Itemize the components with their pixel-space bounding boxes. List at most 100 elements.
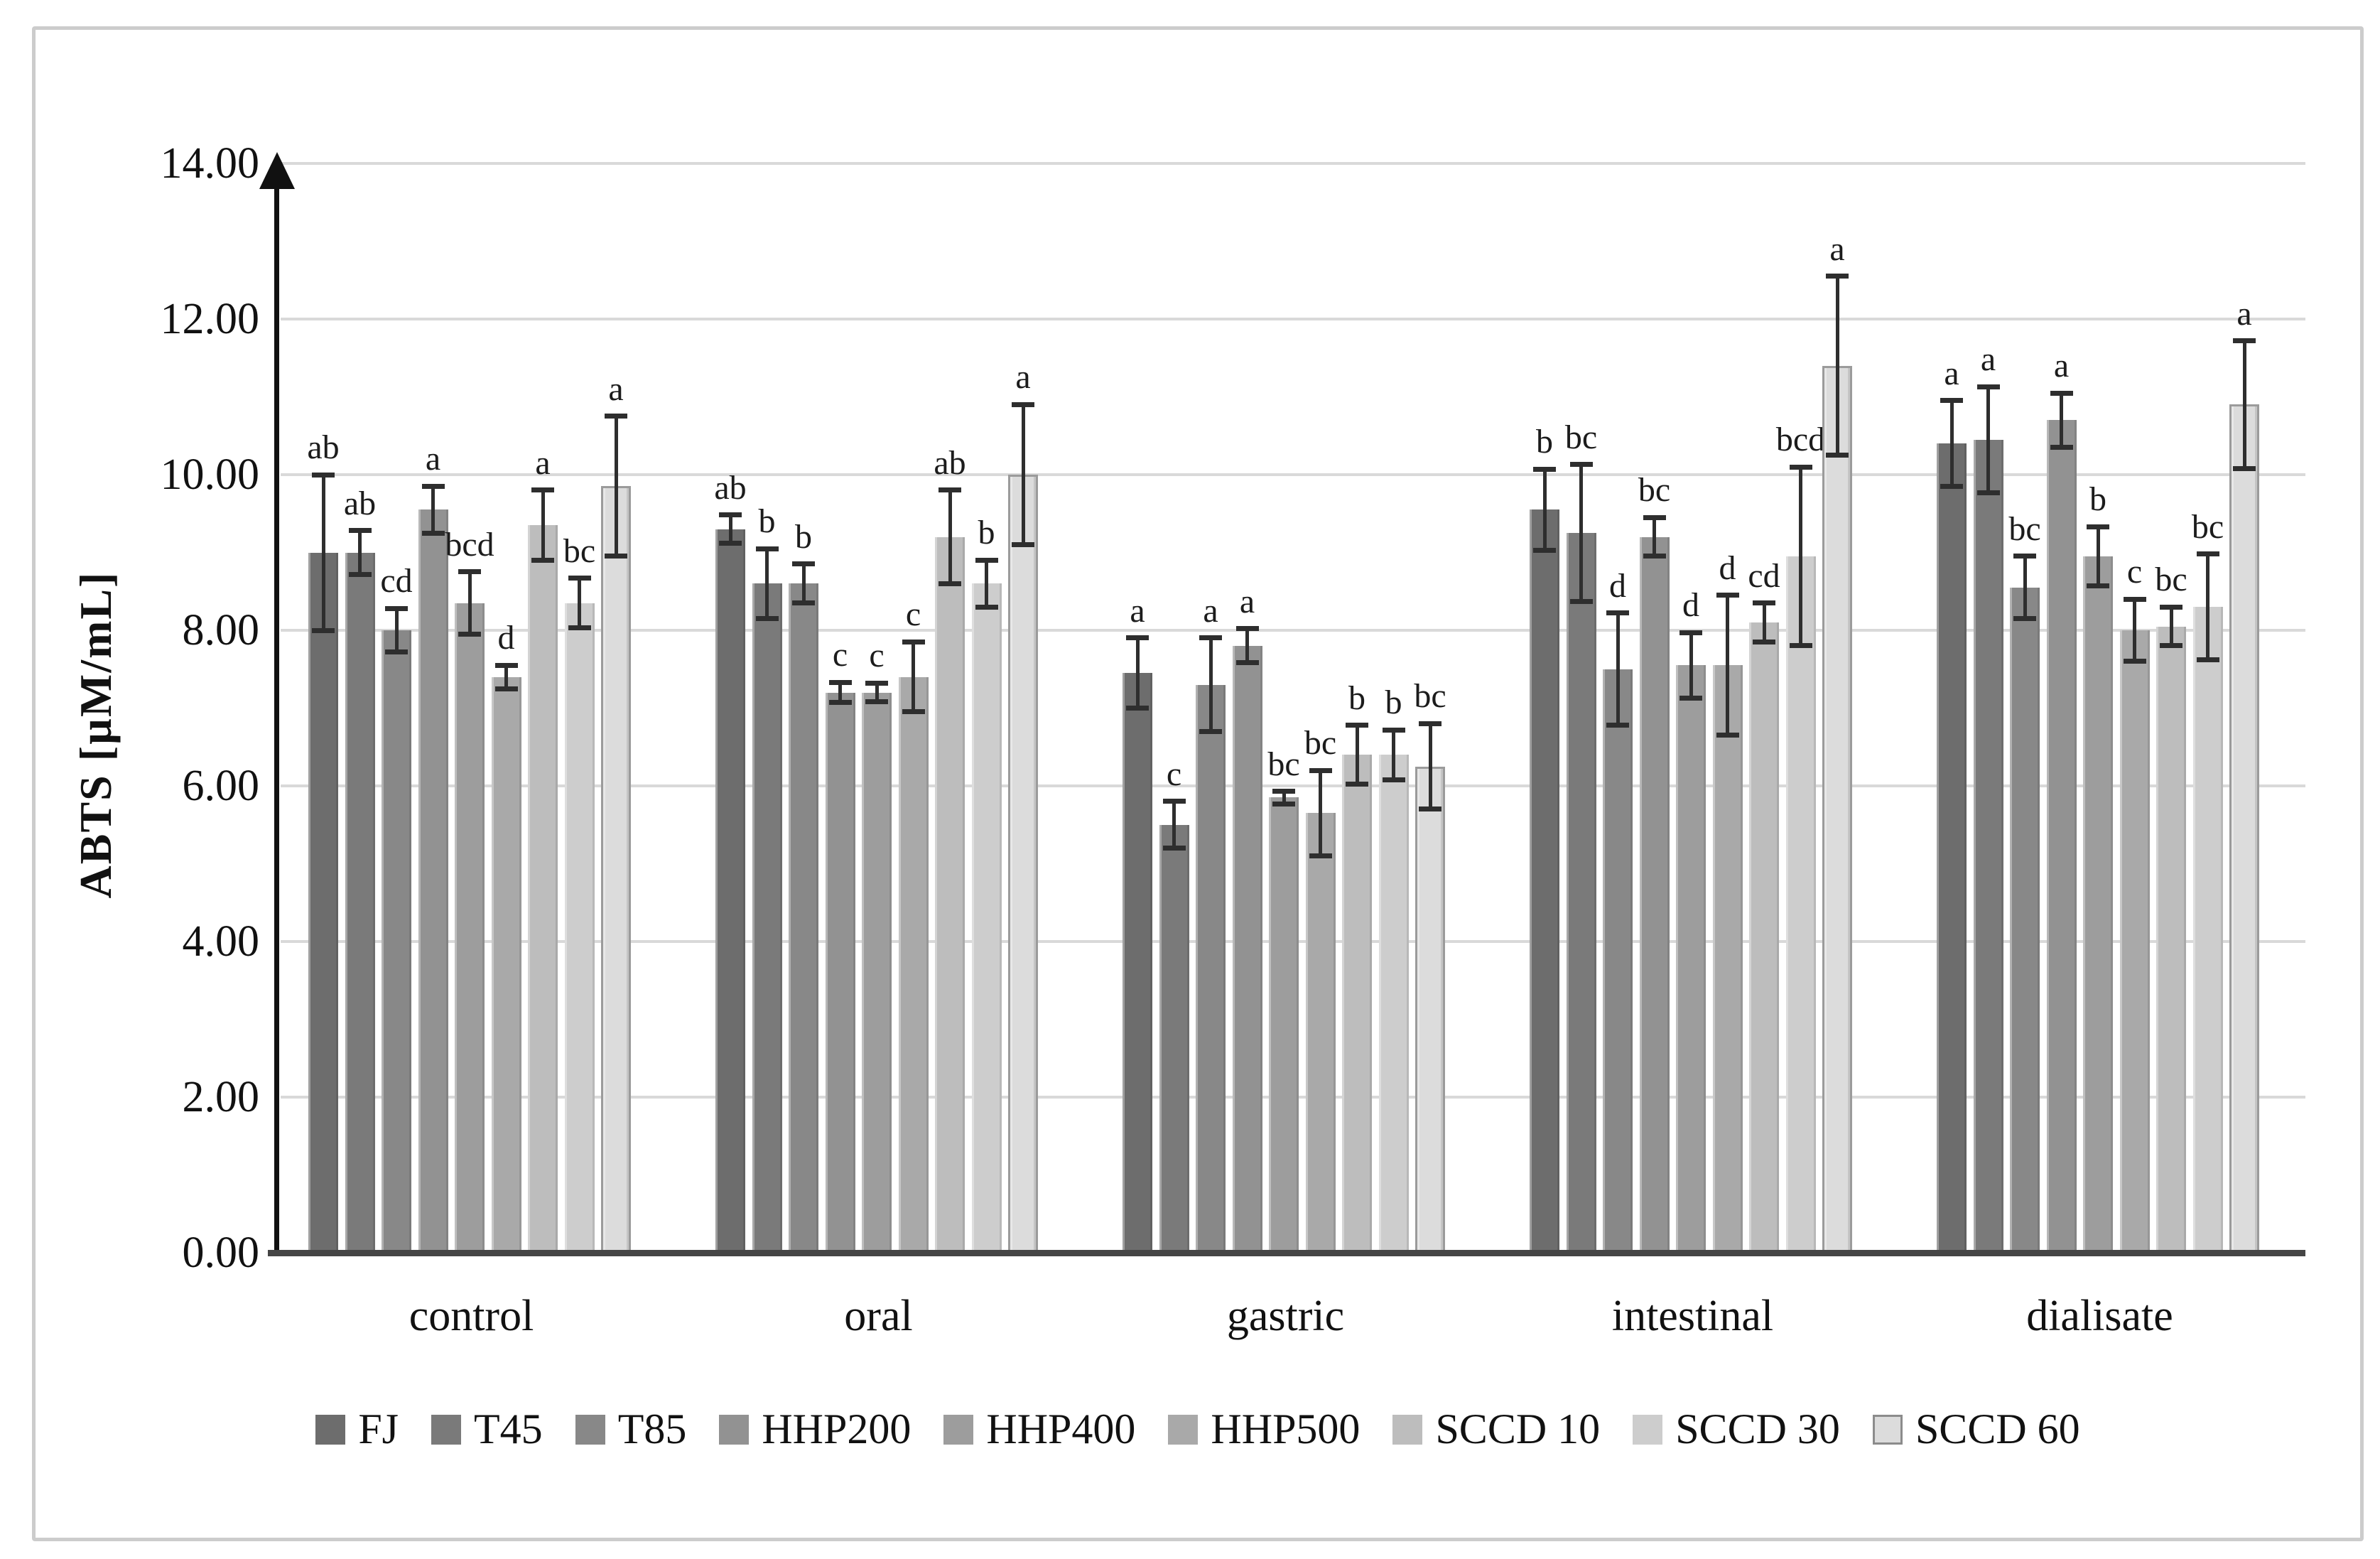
error-bar-cap: [1606, 610, 1629, 616]
error-bar-cap: [755, 546, 779, 551]
sig-letter-HHP200-intestinal: bc: [1638, 471, 1671, 509]
error-bar: [1762, 603, 1766, 642]
sig-letter-SCCD30-gastric: b: [1385, 684, 1402, 722]
error-bar-cap: [792, 600, 815, 606]
error-bar-cap: [2233, 338, 2256, 344]
legend-label: FJ: [358, 1406, 399, 1452]
error-bar: [838, 682, 842, 703]
chart-figure: ABTS [µM/mL] 0.00 2.00 4.00 6.00 8.00 10.00 12…: [32, 26, 2364, 1541]
error-bar-cap: [2160, 643, 2182, 649]
error-bar-cap: [1643, 554, 1666, 559]
legend-item-SCCD10: SCCD 10: [1392, 1405, 1600, 1454]
error-bar-cap: [1199, 635, 1222, 641]
bar-SCCD10-intestinal: [1749, 622, 1779, 1256]
sig-letter-HHP500-oral: c: [905, 595, 921, 634]
x-axis-baseline: [268, 1250, 2305, 1256]
error-bar-cap: [1309, 853, 1332, 859]
error-bar: [1392, 730, 1395, 780]
error-bar-cap: [1789, 643, 1812, 649]
error-bar-cap: [348, 528, 372, 534]
x-axis-label-gastric: gastric: [1226, 1292, 1345, 1340]
bar-T85-dialisate: [2010, 587, 2040, 1256]
error-bar-cap: [1162, 799, 1186, 804]
sig-letter-FJ-dialisate: a: [1944, 354, 1959, 392]
bar-T85-intestinal: [1603, 669, 1633, 1256]
y-axis-line: [274, 183, 279, 1254]
error-bar-cap: [568, 625, 591, 631]
error-bar-cap: [1826, 274, 1849, 279]
error-bar: [985, 560, 988, 608]
sig-letter-FJ-oral: ab: [714, 468, 747, 507]
gridline-12.00: [281, 318, 2305, 320]
error-bar-cap: [1753, 639, 1775, 644]
sig-letter-HHP200-dialisate: a: [2053, 347, 2070, 385]
error-bar: [1319, 770, 1322, 856]
legend-item-SCCD60: SCCD 60: [1872, 1405, 2080, 1454]
error-bar-cap: [1346, 782, 1368, 787]
error-bar: [1653, 517, 1656, 556]
error-bar-cap: [1606, 723, 1629, 728]
bar-SCCD10-dialisate: [2156, 626, 2186, 1256]
bar-SCCD60-intestinal: [1822, 365, 1852, 1256]
legend-swatch-icon: [1168, 1414, 1199, 1445]
error-bar-cap: [902, 639, 925, 644]
bar-SCCD30-control: [564, 603, 595, 1256]
error-bar-cap: [719, 540, 742, 546]
error-bar-cap: [494, 686, 518, 691]
error-bar-cap: [902, 709, 925, 715]
error-bar: [358, 530, 362, 575]
error-bar-cap: [605, 554, 627, 559]
sig-letter-FJ-control: ab: [307, 428, 340, 466]
error-bar-cap: [1679, 630, 1702, 635]
error-bar-cap: [312, 472, 335, 478]
error-bar-cap: [2013, 616, 2036, 622]
error-bar-cap: [2196, 551, 2219, 557]
sig-letter-HHP400-control: bcd: [445, 525, 494, 563]
legend-item-FJ: FJ: [315, 1405, 399, 1454]
bar-HHP400-control: [455, 603, 485, 1256]
sig-letter-FJ-intestinal: b: [1536, 423, 1553, 461]
legend-label: HHP400: [986, 1406, 1136, 1452]
error-bar: [2096, 527, 2100, 586]
sig-letter-T45-oral: b: [758, 502, 776, 541]
error-bar-cap: [865, 699, 888, 705]
sig-letter-HHP500-gastric: bc: [1304, 724, 1337, 762]
bar-T45-intestinal: [1566, 533, 1596, 1256]
bar-HHP400-oral: [862, 692, 892, 1256]
bar-HHP500-gastric: [1305, 813, 1336, 1256]
plot-area: ABTS [µM/mL] 0.00 2.00 4.00 6.00 8.00 10.00 12…: [36, 30, 2360, 1538]
error-bar-cap: [531, 557, 554, 563]
bar-HHP500-control: [491, 676, 521, 1256]
error-bar-cap: [1346, 723, 1368, 728]
error-bar-cap: [1199, 728, 1222, 734]
error-bar-cap: [1533, 547, 1556, 553]
sig-letter-SCCD60-control: a: [608, 369, 624, 408]
error-bar-cap: [2050, 390, 2073, 396]
legend-swatch-icon: [943, 1414, 974, 1445]
error-bar: [912, 642, 915, 712]
bar-SCCD30-dialisate: [2192, 607, 2223, 1256]
error-bar-cap: [1382, 777, 1405, 782]
legend-label: T45: [474, 1406, 543, 1452]
error-bar-cap: [1753, 600, 1775, 606]
error-bar: [321, 475, 325, 630]
sig-letter-SCCD60-intestinal: a: [1829, 230, 1845, 268]
error-bar-cap: [828, 700, 852, 706]
error-bar-cap: [1826, 453, 1849, 458]
sig-letter-HHP400-oral: c: [869, 637, 885, 675]
x-axis-label-intestinal: intestinal: [1611, 1292, 1774, 1340]
sig-letter-SCCD10-intestinal: cd: [1748, 556, 1780, 595]
sig-letter-SCCD60-gastric: bc: [1414, 677, 1446, 716]
bar-SCCD30-oral: [971, 583, 1002, 1256]
legend-label: SCCD 60: [1915, 1406, 2080, 1452]
legend-label: HHP200: [762, 1406, 912, 1452]
bar-FJ-control: [308, 552, 338, 1256]
bar-T85-oral: [789, 583, 818, 1256]
bar-T45-control: [345, 552, 375, 1256]
error-bar: [728, 514, 732, 544]
bar-HHP200-control: [418, 509, 448, 1256]
sig-letter-SCCD10-control: a: [535, 443, 551, 482]
sig-letter-HHP500-dialisate: c: [2126, 553, 2143, 591]
error-bar-cap: [2196, 657, 2219, 663]
x-axis-label-control: control: [409, 1292, 534, 1340]
